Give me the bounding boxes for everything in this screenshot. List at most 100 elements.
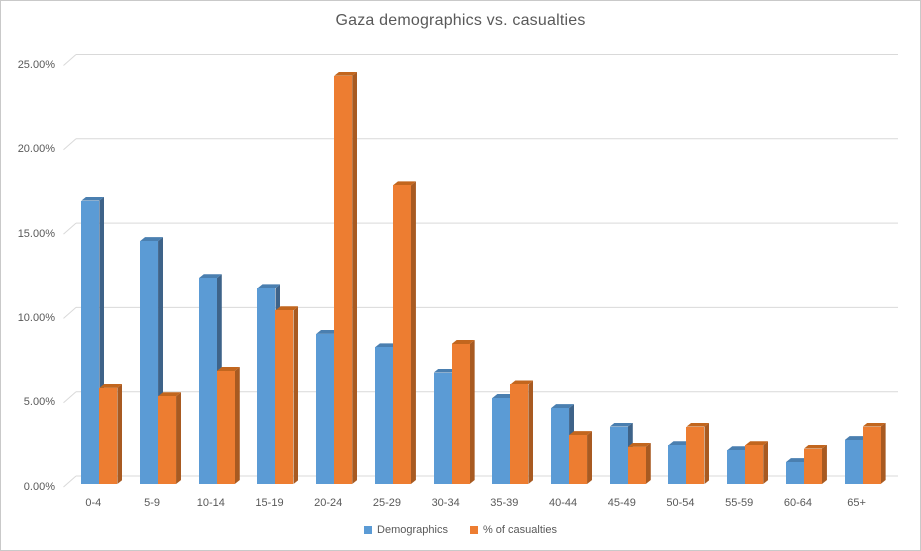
legend-item-casualties[interactable]: % of casualties: [469, 524, 557, 536]
bar-casualties-15-19[interactable]: [275, 306, 299, 484]
x-category-label: 45-49: [607, 497, 636, 509]
bar-front-face: [627, 446, 646, 484]
x-category-label: 40-44: [548, 497, 578, 509]
bar-front-face: [81, 200, 100, 484]
y-tick-label: 15.00%: [17, 227, 55, 240]
bar-top-face: [686, 422, 710, 427]
bar-front-face: [803, 448, 822, 484]
bar-front-face: [609, 426, 628, 484]
bar-casualties-20-24[interactable]: [334, 71, 358, 484]
bar-top-face: [334, 71, 358, 76]
x-category-label: 60-64: [783, 497, 812, 509]
bar-front-face: [668, 445, 687, 484]
bar-side-face: [704, 423, 709, 484]
bar-front-face: [569, 435, 588, 484]
bar-top-face: [727, 446, 751, 451]
axis-depth-tick: [63, 391, 77, 404]
axis-depth-tick: [63, 475, 77, 488]
bar-front-face: [451, 343, 470, 484]
bar-casualties-30-34[interactable]: [451, 339, 475, 484]
bar-front-face: [745, 445, 764, 484]
bar-side-face: [470, 340, 475, 484]
axis-depth-tick: [63, 138, 77, 151]
x-category-label: 10-14: [196, 497, 225, 509]
bar-top-face: [668, 441, 692, 446]
bar-top-face: [216, 366, 240, 371]
bar-top-face: [492, 393, 516, 398]
legend-label-casualties: % of casualties: [482, 524, 557, 536]
bar-top-face: [198, 274, 222, 279]
legend-swatch-demographics-icon: [364, 526, 373, 534]
bar-casualties-5-9[interactable]: [158, 392, 182, 484]
bar-top-face: [140, 237, 164, 242]
bar-side-face: [528, 380, 533, 484]
y-tick-label: 10.00%: [17, 311, 55, 324]
bar-side-face: [235, 367, 240, 484]
bar-demographics-0-4[interactable]: [81, 196, 105, 484]
bar-top-face: [627, 442, 651, 447]
bar-front-face: [551, 408, 570, 484]
y-tick-label: 0.00%: [23, 480, 55, 493]
bar-side-face: [352, 72, 357, 484]
bar-top-face: [862, 422, 886, 427]
bar-top-face: [745, 441, 769, 446]
bar-side-face: [822, 445, 827, 484]
x-category-label: 20-24: [314, 497, 343, 509]
bar-casualties-65+[interactable]: [862, 422, 886, 484]
x-category-label: 5-9: [144, 497, 160, 509]
bar-side-face: [293, 306, 298, 484]
bar-top-face: [551, 404, 575, 409]
bar-front-face: [492, 397, 511, 484]
bar-side-face: [176, 392, 181, 484]
bar-top-face: [99, 383, 123, 388]
bar-front-face: [862, 426, 881, 484]
bar-casualties-25-29[interactable]: [392, 181, 416, 484]
bar-front-face: [686, 426, 705, 484]
bar-side-face: [763, 441, 768, 484]
x-category-label: 25-29: [372, 497, 401, 509]
bar-casualties-40-44[interactable]: [569, 431, 593, 484]
x-category-label: 55-59: [725, 497, 754, 509]
chart-title[interactable]: Gaza demographics vs. casualties: [335, 12, 586, 29]
bar-front-face: [374, 347, 393, 484]
x-category-label: 50-54: [666, 497, 695, 509]
bar-top-face: [785, 458, 809, 463]
x-category-label: 65+: [847, 497, 866, 509]
bar-front-face: [727, 450, 746, 484]
bar-side-face: [646, 443, 651, 484]
bar-casualties-45-49[interactable]: [627, 442, 651, 484]
bar-top-face: [433, 368, 457, 373]
y-tick-label: 20.00%: [17, 143, 55, 156]
bar-front-face: [140, 241, 159, 484]
bar-casualties-35-39[interactable]: [510, 380, 534, 484]
bar-front-face: [198, 278, 217, 484]
bar-top-face: [81, 196, 105, 201]
bar-demographics-5-9[interactable]: [140, 237, 164, 484]
bar-front-face: [510, 384, 529, 484]
legend-label-demographics: Demographics: [377, 524, 448, 536]
bar-side-face: [587, 431, 592, 484]
bar-front-face: [275, 310, 294, 484]
bar-side-face: [117, 384, 122, 484]
x-category-label: 15-19: [255, 497, 284, 509]
bar-top-face: [257, 284, 281, 289]
bar-front-face: [433, 372, 452, 484]
legend[interactable]: Demographics % of casualties: [1, 524, 920, 536]
bar-casualties-55-59[interactable]: [745, 441, 769, 484]
bar-front-face: [844, 440, 863, 484]
bar-side-face: [411, 181, 416, 484]
bar-casualties-60-64[interactable]: [803, 444, 827, 484]
bar-casualties-0-4[interactable]: [99, 383, 123, 484]
bar-top-face: [392, 181, 416, 186]
bar-casualties-10-14[interactable]: [216, 366, 240, 484]
axis-depth-tick: [63, 222, 77, 235]
bar-casualties-50-54[interactable]: [686, 422, 710, 484]
bar-front-face: [158, 396, 177, 484]
axis-depth-tick: [63, 54, 77, 66]
x-category-label: 0-4: [85, 497, 102, 509]
legend-item-demographics[interactable]: Demographics: [364, 524, 448, 536]
bar-side-face: [881, 423, 886, 484]
